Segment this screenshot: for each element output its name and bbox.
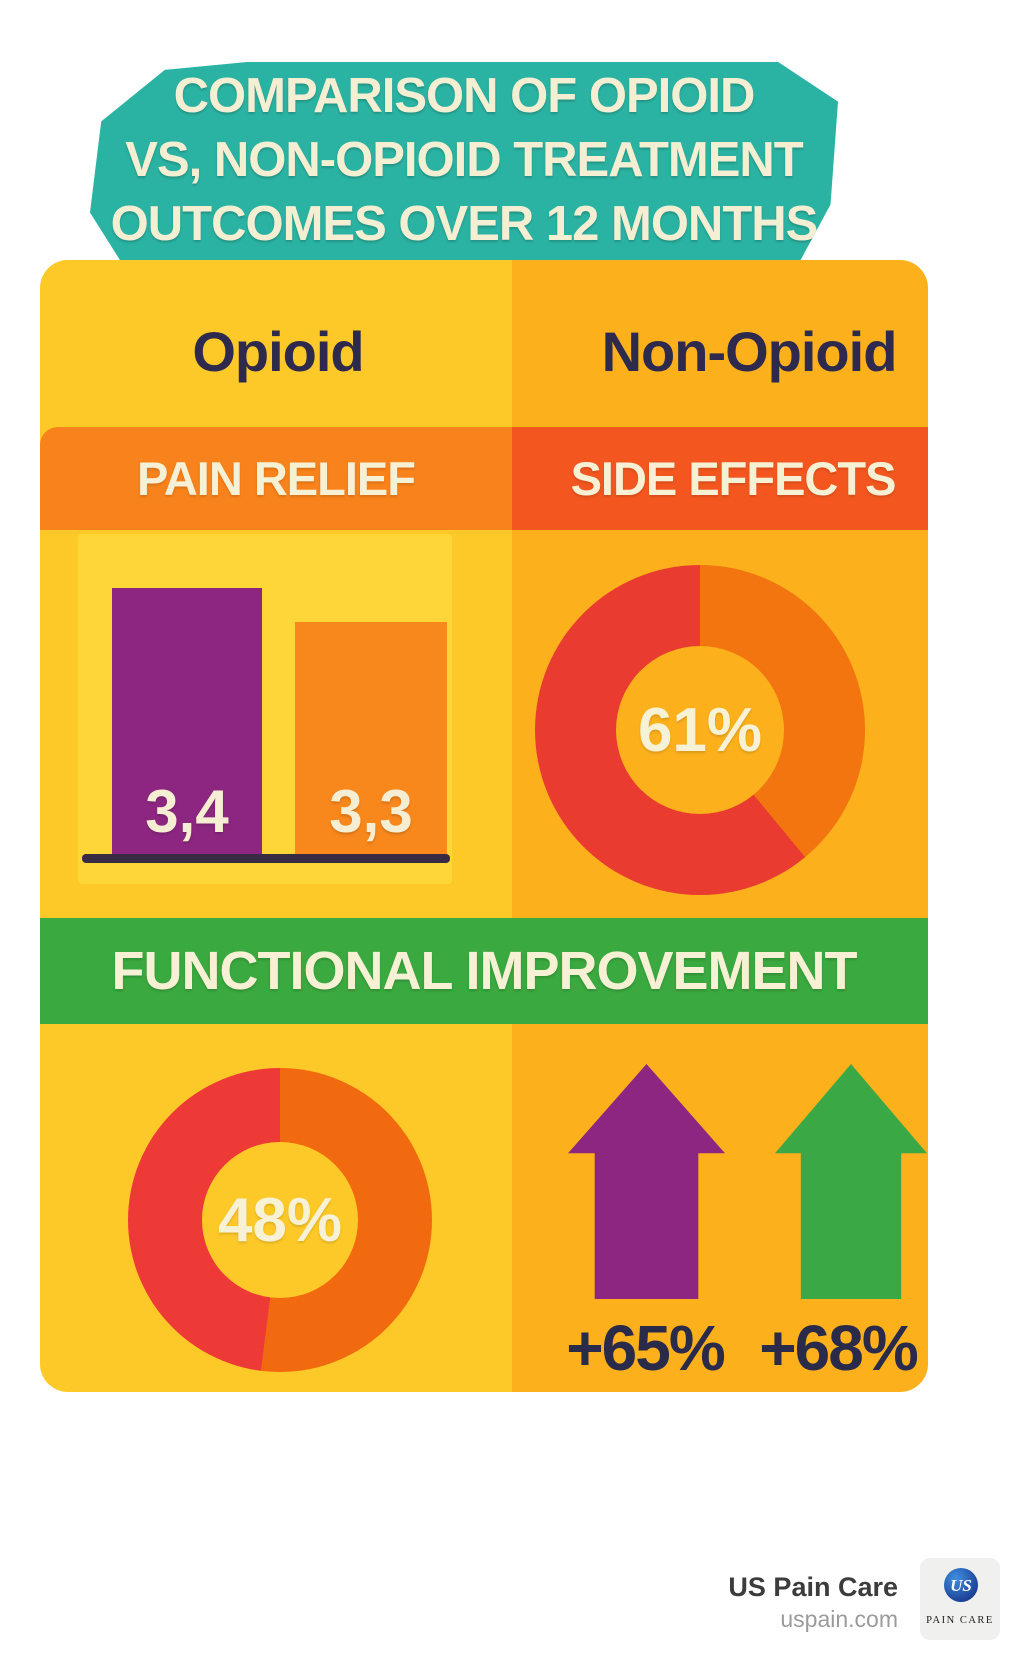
opioid-column-header: Opioid <box>192 320 364 383</box>
non-opioid-column-header: Non-Opioid <box>601 320 898 383</box>
side-effects-donut-hole: 61% <box>616 646 784 814</box>
functional-improvement-band: FUNCTIONAL IMPROVEMENT <box>40 918 928 1024</box>
title-line-1: COMPARISON OF OPIOID <box>173 69 756 124</box>
bar-opioid: 3,4 <box>112 588 262 854</box>
functional-improvement-percentage: 48% <box>217 1185 343 1255</box>
footer-website: uspain.com <box>780 1606 898 1632</box>
title-line-2: VS, NON-OPIOID TREATMENT <box>125 133 803 188</box>
footer-brand-name: US Pain Care <box>728 1572 898 1602</box>
logo-caption: PAIN CARE <box>926 1615 994 1626</box>
functional-improvement-donut-hole: 48% <box>202 1142 358 1298</box>
functional-improvement-label: FUNCTIONAL IMPROVEMENT <box>111 941 858 1001</box>
side-effects-percentage: 61% <box>637 695 763 765</box>
pain-relief-band: PAIN RELIEF <box>40 427 512 530</box>
side-effects-band: SIDE EFFECTS <box>512 427 928 530</box>
us-pain-care-logo: US PAIN CARE <box>920 1558 1000 1640</box>
logo-circle-icon: US <box>944 1568 978 1602</box>
pain-relief-label: PAIN RELIEF <box>137 452 416 505</box>
title-line-3: OUTCOMES OVER 12 MONTHS <box>110 196 819 251</box>
comparison-card: Opioid Non-Opioid PAIN RELIEF SIDE EFFEC… <box>40 260 928 1392</box>
logo-monogram: US <box>950 1575 972 1595</box>
bar-non-opioid: 3,3 <box>295 622 447 854</box>
title-block: COMPARISON OF OPIOID VS, NON-OPIOID TREA… <box>90 62 838 260</box>
bar-non-opioid-value: 3,3 <box>329 778 413 845</box>
opioid-improvement-value: +65% <box>566 1312 725 1384</box>
functional-improvement-donut: 48% <box>128 1068 432 1372</box>
bar-opioid-value: 3,4 <box>145 778 229 845</box>
bar-chart-baseline <box>82 854 450 863</box>
side-effects-donut: 61% <box>535 565 865 895</box>
side-effects-label: SIDE EFFECTS <box>570 452 897 505</box>
non-opioid-improvement-value: +68% <box>759 1312 918 1384</box>
